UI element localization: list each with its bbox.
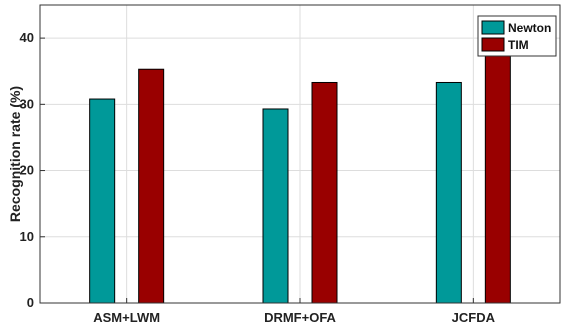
bar-newton-drmf-ofa [262, 108, 289, 304]
x-tick-label: ASM+LWM [93, 310, 160, 325]
legend-label-newton: Newton [508, 21, 551, 35]
legend-label-tim: TIM [508, 38, 529, 52]
bar-newton-asm-lwm [89, 98, 116, 304]
y-tick-label: 10 [20, 229, 34, 244]
y-tick-label: 20 [20, 163, 34, 178]
bar-tim-drmf-ofa [311, 81, 338, 304]
bar-newton-jcfda [435, 81, 462, 304]
legend-swatch-tim [481, 37, 505, 52]
y-tick-label: 0 [27, 295, 34, 310]
legend-swatch-newton [481, 20, 505, 35]
bar-tim-asm-lwm [138, 68, 165, 304]
y-tick-label: 40 [20, 30, 34, 45]
grid [40, 5, 560, 303]
x-axis-ticks: ASM+LWM DRMF+OFA JCFDA [93, 298, 496, 325]
y-tick-label: 30 [20, 96, 34, 111]
legend: Newton TIM [477, 15, 557, 57]
bar-tim-jcfda [484, 44, 511, 304]
x-tick-label: DRMF+OFA [264, 310, 336, 325]
y-axis-label: Recognition rate (%) [7, 86, 23, 222]
y-axis-ticks: 0 10 20 30 40 [20, 30, 45, 310]
x-tick-label: JCFDA [452, 310, 496, 325]
